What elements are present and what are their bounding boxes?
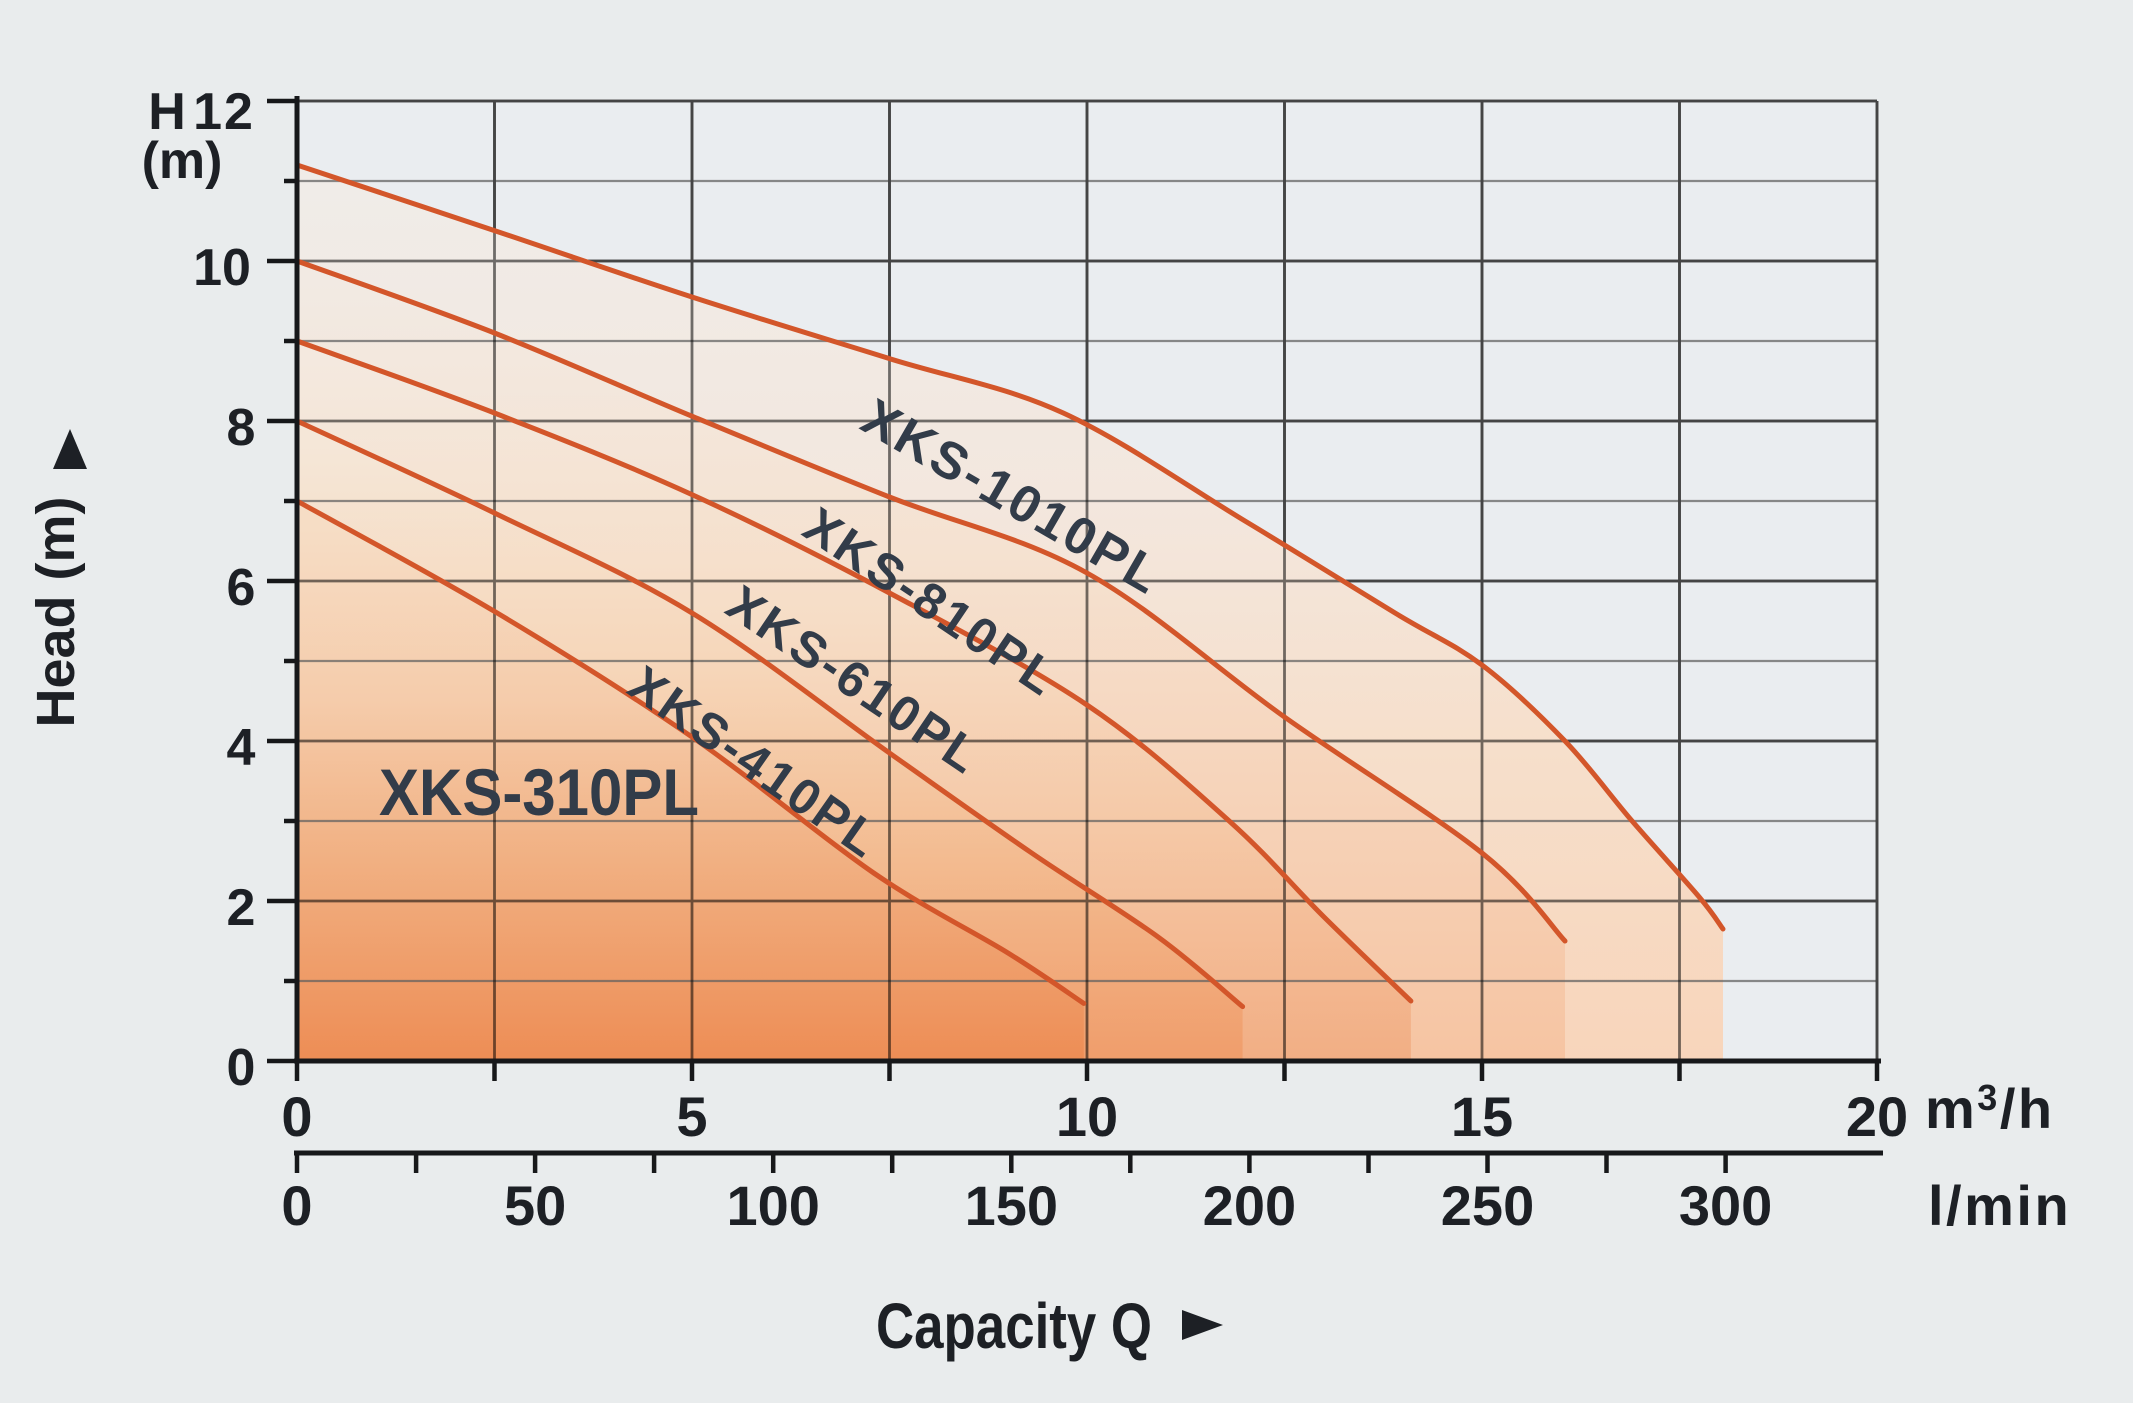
- svg-text:20: 20: [1846, 1085, 1908, 1148]
- svg-text:2: 2: [227, 879, 256, 937]
- svg-text:100: 100: [726, 1174, 819, 1237]
- svg-text:XKS-310PL: XKS-310PL: [379, 755, 699, 829]
- svg-text:8: 8: [227, 399, 256, 457]
- svg-text:5: 5: [676, 1085, 707, 1148]
- svg-text:150: 150: [965, 1174, 1058, 1237]
- svg-text:250: 250: [1441, 1174, 1534, 1237]
- svg-text:50: 50: [504, 1174, 566, 1237]
- svg-text:0: 0: [281, 1085, 312, 1148]
- svg-text:300: 300: [1679, 1174, 1772, 1237]
- svg-text:4: 4: [227, 719, 256, 777]
- svg-text:l/min: l/min: [1928, 1174, 2071, 1237]
- svg-text:0: 0: [281, 1174, 312, 1237]
- svg-text:6: 6: [227, 559, 256, 617]
- svg-text:Capacity Q: Capacity Q: [876, 1290, 1152, 1362]
- svg-text:(m): (m): [142, 132, 223, 190]
- svg-text:12: 12: [193, 83, 255, 141]
- svg-text:Head (m): Head (m): [26, 496, 86, 727]
- svg-text:15: 15: [1451, 1085, 1513, 1148]
- svg-text:200: 200: [1203, 1174, 1296, 1237]
- svg-text:10: 10: [193, 239, 251, 297]
- svg-text:10: 10: [1056, 1085, 1118, 1148]
- svg-text:H: H: [148, 83, 186, 141]
- svg-text:0: 0: [227, 1039, 256, 1097]
